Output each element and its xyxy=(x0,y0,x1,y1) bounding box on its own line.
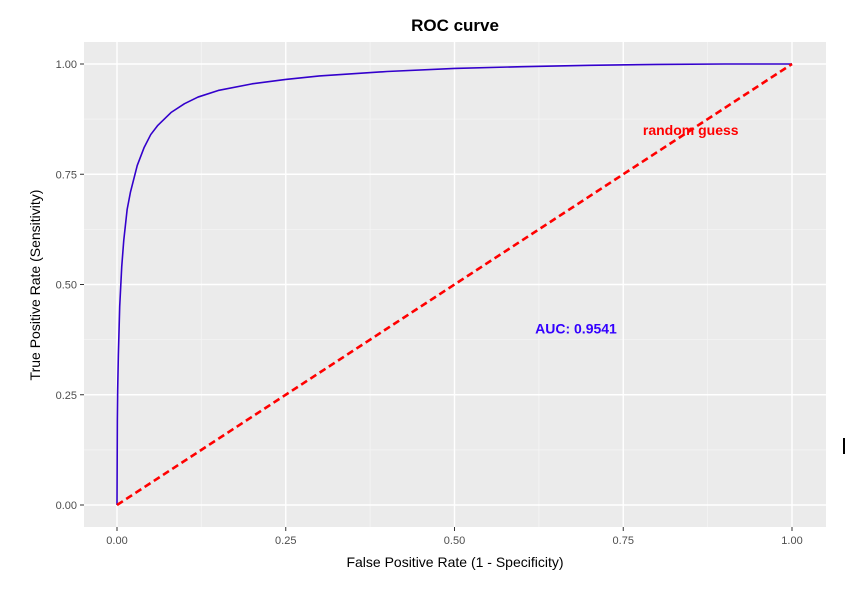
y-tick-label: 0.75 xyxy=(56,169,77,181)
x-tick-label: 1.00 xyxy=(781,535,802,547)
series-layer xyxy=(116,62,793,507)
roc-curve-line xyxy=(116,63,792,506)
y-tick-label: 0.25 xyxy=(56,390,77,402)
random-guess-label: random guess xyxy=(643,122,739,138)
x-tick-label: 0.25 xyxy=(275,535,296,547)
x-axis-label: False Positive Rate (1 - Specificity) xyxy=(346,554,563,570)
y-tick-label: 0.50 xyxy=(56,280,77,292)
x-tick-label: 0.50 xyxy=(444,535,465,547)
stray-mark xyxy=(843,438,845,454)
random-guess-line xyxy=(116,62,793,507)
x-tick-label: 0.75 xyxy=(613,535,634,547)
auc-label: AUC: 0.9541 xyxy=(535,321,617,337)
y-axis-label: True Positive Rate (Sensitivity) xyxy=(27,190,43,381)
tick-layer: 0.00 0.25 0.50 0.75 1.00 0.00 0.25 0.50 0.75 1.00 xyxy=(56,59,803,547)
x-tick-label: 0.00 xyxy=(106,535,127,547)
annotation-layer: random guess AUC: 0.9541 xyxy=(535,122,739,336)
y-tick-label: 0.00 xyxy=(56,500,77,512)
chart-title: ROC curve xyxy=(411,16,499,35)
y-tick-label: 1.00 xyxy=(56,59,77,71)
grid-major xyxy=(84,42,826,527)
